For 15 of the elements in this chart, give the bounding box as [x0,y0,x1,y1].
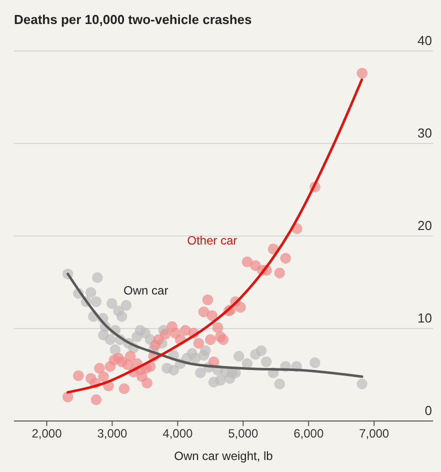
y-tick-label: 20 [418,218,432,234]
x-tick-label: 3,000 [97,426,128,441]
x-tick-label: 4,000 [162,426,194,441]
chart-title: Deaths per 10,000 two-vehicle crashes [14,12,252,27]
x-tick-label: 6,000 [294,426,324,441]
y-tick-label: 10 [418,310,432,326]
x-tick-label: 2,000 [32,426,62,441]
y-tick-label: 30 [418,126,432,141]
text: Other car [187,234,238,248]
x-axis-title: Own car weight, lb [174,449,274,463]
y-tick-label: 40 [418,33,432,48]
x-tick-label: 7,000 [359,426,390,441]
y-tick-label: 0 [424,403,432,418]
text: Own car [124,284,168,298]
x-tick-label: 5,000 [228,426,258,441]
